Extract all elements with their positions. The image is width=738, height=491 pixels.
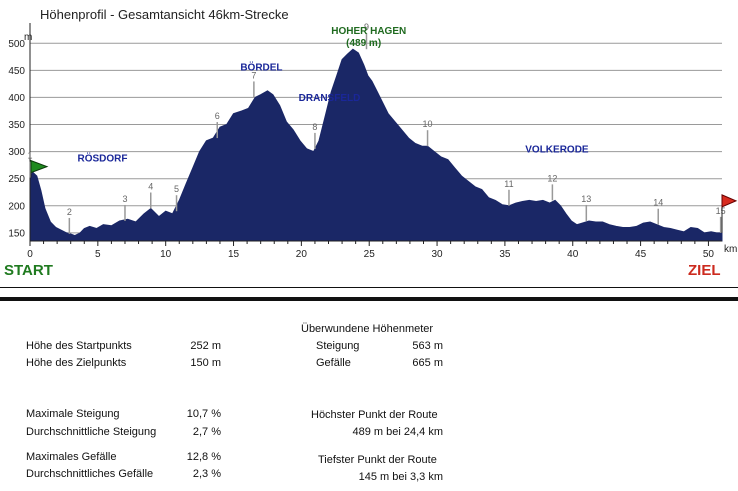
marker-number: 4 <box>148 181 153 191</box>
start-label: START <box>4 262 53 279</box>
x-tick-label: 15 <box>228 249 240 260</box>
y-tick-label: 450 <box>8 66 25 77</box>
elevation-area <box>29 48 723 242</box>
finish-label: ZIEL <box>688 262 721 279</box>
elevation-title: Überwundene Höhenmeter <box>301 323 434 335</box>
place-label: HOHER HAGEN <box>331 26 406 37</box>
x-axis-unit: km <box>724 244 737 255</box>
ascent-label: Steigung <box>316 340 360 352</box>
marker-number: 10 <box>423 119 433 129</box>
separator-line <box>0 287 738 288</box>
marker-number: 5 <box>174 184 179 194</box>
place-label: DRANSFELD <box>299 93 361 104</box>
y-tick-label: 150 <box>8 228 25 239</box>
x-tick-label: 50 <box>703 249 715 260</box>
marker-number: 9 <box>364 22 369 32</box>
y-tick-label: 250 <box>8 174 25 185</box>
marker-number: 3 <box>122 194 127 204</box>
y-tick-label: 350 <box>8 120 25 131</box>
avg-descent-label: Durchschnittliches Gefälle <box>26 468 154 480</box>
x-tick-label: 5 <box>95 249 101 260</box>
marker-number: 6 <box>215 111 220 121</box>
finish-flag-icon <box>721 194 738 208</box>
marker-number: 7 <box>251 70 256 80</box>
x-tick-label: 35 <box>499 249 511 260</box>
marker-number: 11 <box>504 179 513 189</box>
separator-line-thick <box>0 297 738 301</box>
place-label: VOLKERODE <box>525 145 589 156</box>
highest-point-value: 489 m bei 24,4 km <box>352 426 444 438</box>
y-tick-label: 400 <box>8 93 25 104</box>
start-height-value: 252 m <box>190 340 221 352</box>
avg-climb-value: 2,7 % <box>192 426 221 438</box>
max-descent-label: Maximales Gefälle <box>26 451 117 463</box>
x-tick-label: 25 <box>364 249 376 260</box>
marker-number: 8 <box>312 122 317 132</box>
elevation-profile-area <box>29 48 723 242</box>
y-axis-unit: m <box>24 32 32 43</box>
marker-number: 14 <box>653 198 663 208</box>
x-tick-label: 10 <box>160 249 172 260</box>
x-tick-label: 30 <box>431 249 443 260</box>
descent-label: Gefälle <box>316 357 351 369</box>
highest-point-title: Höchster Punkt der Route <box>311 409 438 421</box>
max-climb-label: Maximale Steigung <box>26 408 120 420</box>
avg-descent-value: 2,3 % <box>192 468 221 480</box>
marker-number: 1 <box>27 151 32 161</box>
chart-title: Höhenprofil - Gesamtansicht 46km-Strecke <box>40 7 289 22</box>
place-label: BÖRDEL <box>240 60 282 73</box>
marker-number: 15 <box>716 206 726 216</box>
lowest-point-value: 145 m bei 3,3 km <box>358 471 443 483</box>
lowest-point-title: Tiefster Punkt der Route <box>318 454 437 466</box>
marker-number: 12 <box>547 173 557 183</box>
start-flag-icon <box>30 159 49 174</box>
place-labels: RÖSDORF BÖRDEL DRANSFELD HOHER HAGEN(489 m)… <box>77 26 588 164</box>
marker-number: 2 <box>67 207 72 217</box>
end-height-value: 150 m <box>190 357 221 369</box>
place-label: RÖSDORF <box>77 151 127 164</box>
descent-value: 665 m <box>412 357 443 369</box>
marker-number: 13 <box>581 194 591 204</box>
end-height-label: Höhe des Zielpunkts <box>26 357 127 369</box>
y-tick-label: 500 <box>8 39 25 50</box>
avg-climb-label: Durchschnittliche Steigung <box>26 426 157 438</box>
x-tick-label: 20 <box>296 249 308 260</box>
y-tick-label: 200 <box>8 201 25 212</box>
max-climb-value: 10,7 % <box>186 408 221 420</box>
max-descent-value: 12,8 % <box>186 451 221 463</box>
place-label: (489 m) <box>346 38 381 49</box>
x-tick-label: 40 <box>567 249 579 260</box>
x-tick-label: 0 <box>27 249 33 260</box>
start-height-label: Höhe des Startpunkts <box>26 340 132 352</box>
ascent-value: 563 m <box>412 340 443 352</box>
x-tick-label: 45 <box>635 249 647 260</box>
y-tick-label: 300 <box>8 147 25 158</box>
